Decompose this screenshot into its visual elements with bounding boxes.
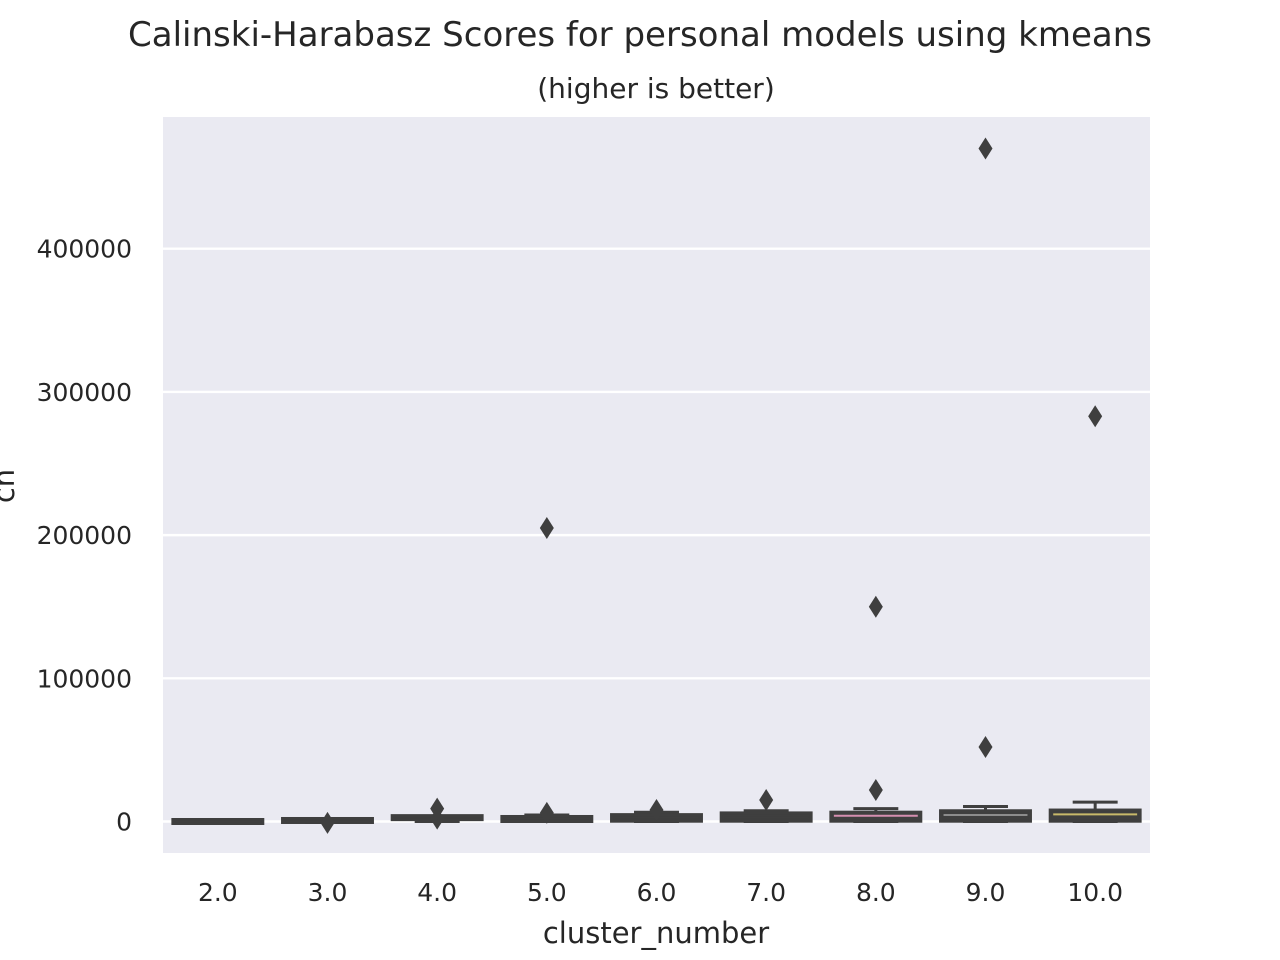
x-tick-label: 3.0 [308,878,348,907]
flier-point [1088,405,1103,428]
x-tick-label: 10.0 [1067,878,1123,907]
box-10.0 [1048,800,1142,823]
flier-point [978,736,993,759]
flier-point [759,789,774,812]
box-7.0 [719,809,813,823]
flier-point [430,797,445,820]
x-axis-ticks: 2.0 3.0 4.0 5.0 6.0 7.0 8.0 9.0 10.0 [198,878,1123,907]
flier-point [868,778,883,801]
y-tick-label: 100000 [37,664,132,693]
y-tick-label: 0 [116,807,132,836]
x-tick-label: 6.0 [637,878,677,907]
chart-title: Calinski-Harabasz Scores for personal mo… [128,15,1152,55]
box-8.0 [829,807,923,823]
y-axis-ticks: 0 100000 200000 300000 400000 [37,235,132,837]
x-tick-label: 8.0 [856,878,896,907]
flier-points [320,137,1103,834]
y-tick-label: 300000 [37,378,132,407]
chart-subtitle: (higher is better) [537,72,775,105]
flier-point [868,595,883,618]
x-tick-label: 5.0 [527,878,567,907]
y-tick-label: 400000 [37,235,132,264]
plot-area [163,117,1150,853]
y-axis-label: ch [0,469,21,503]
x-tick-label: 9.0 [966,878,1006,907]
flier-point [539,801,554,824]
x-axis-label: cluster_number [543,916,769,950]
iqr-box [1048,808,1142,823]
y-tick-label: 200000 [37,521,132,550]
flier-point [978,137,993,160]
box-2.0 [171,817,265,825]
x-tick-label: 2.0 [198,878,238,907]
flier-point [539,516,554,539]
x-tick-label: 7.0 [746,878,786,907]
flier-point [320,811,335,834]
box-9.0 [939,804,1032,823]
flier-point [649,799,664,822]
x-tick-label: 4.0 [417,878,457,907]
